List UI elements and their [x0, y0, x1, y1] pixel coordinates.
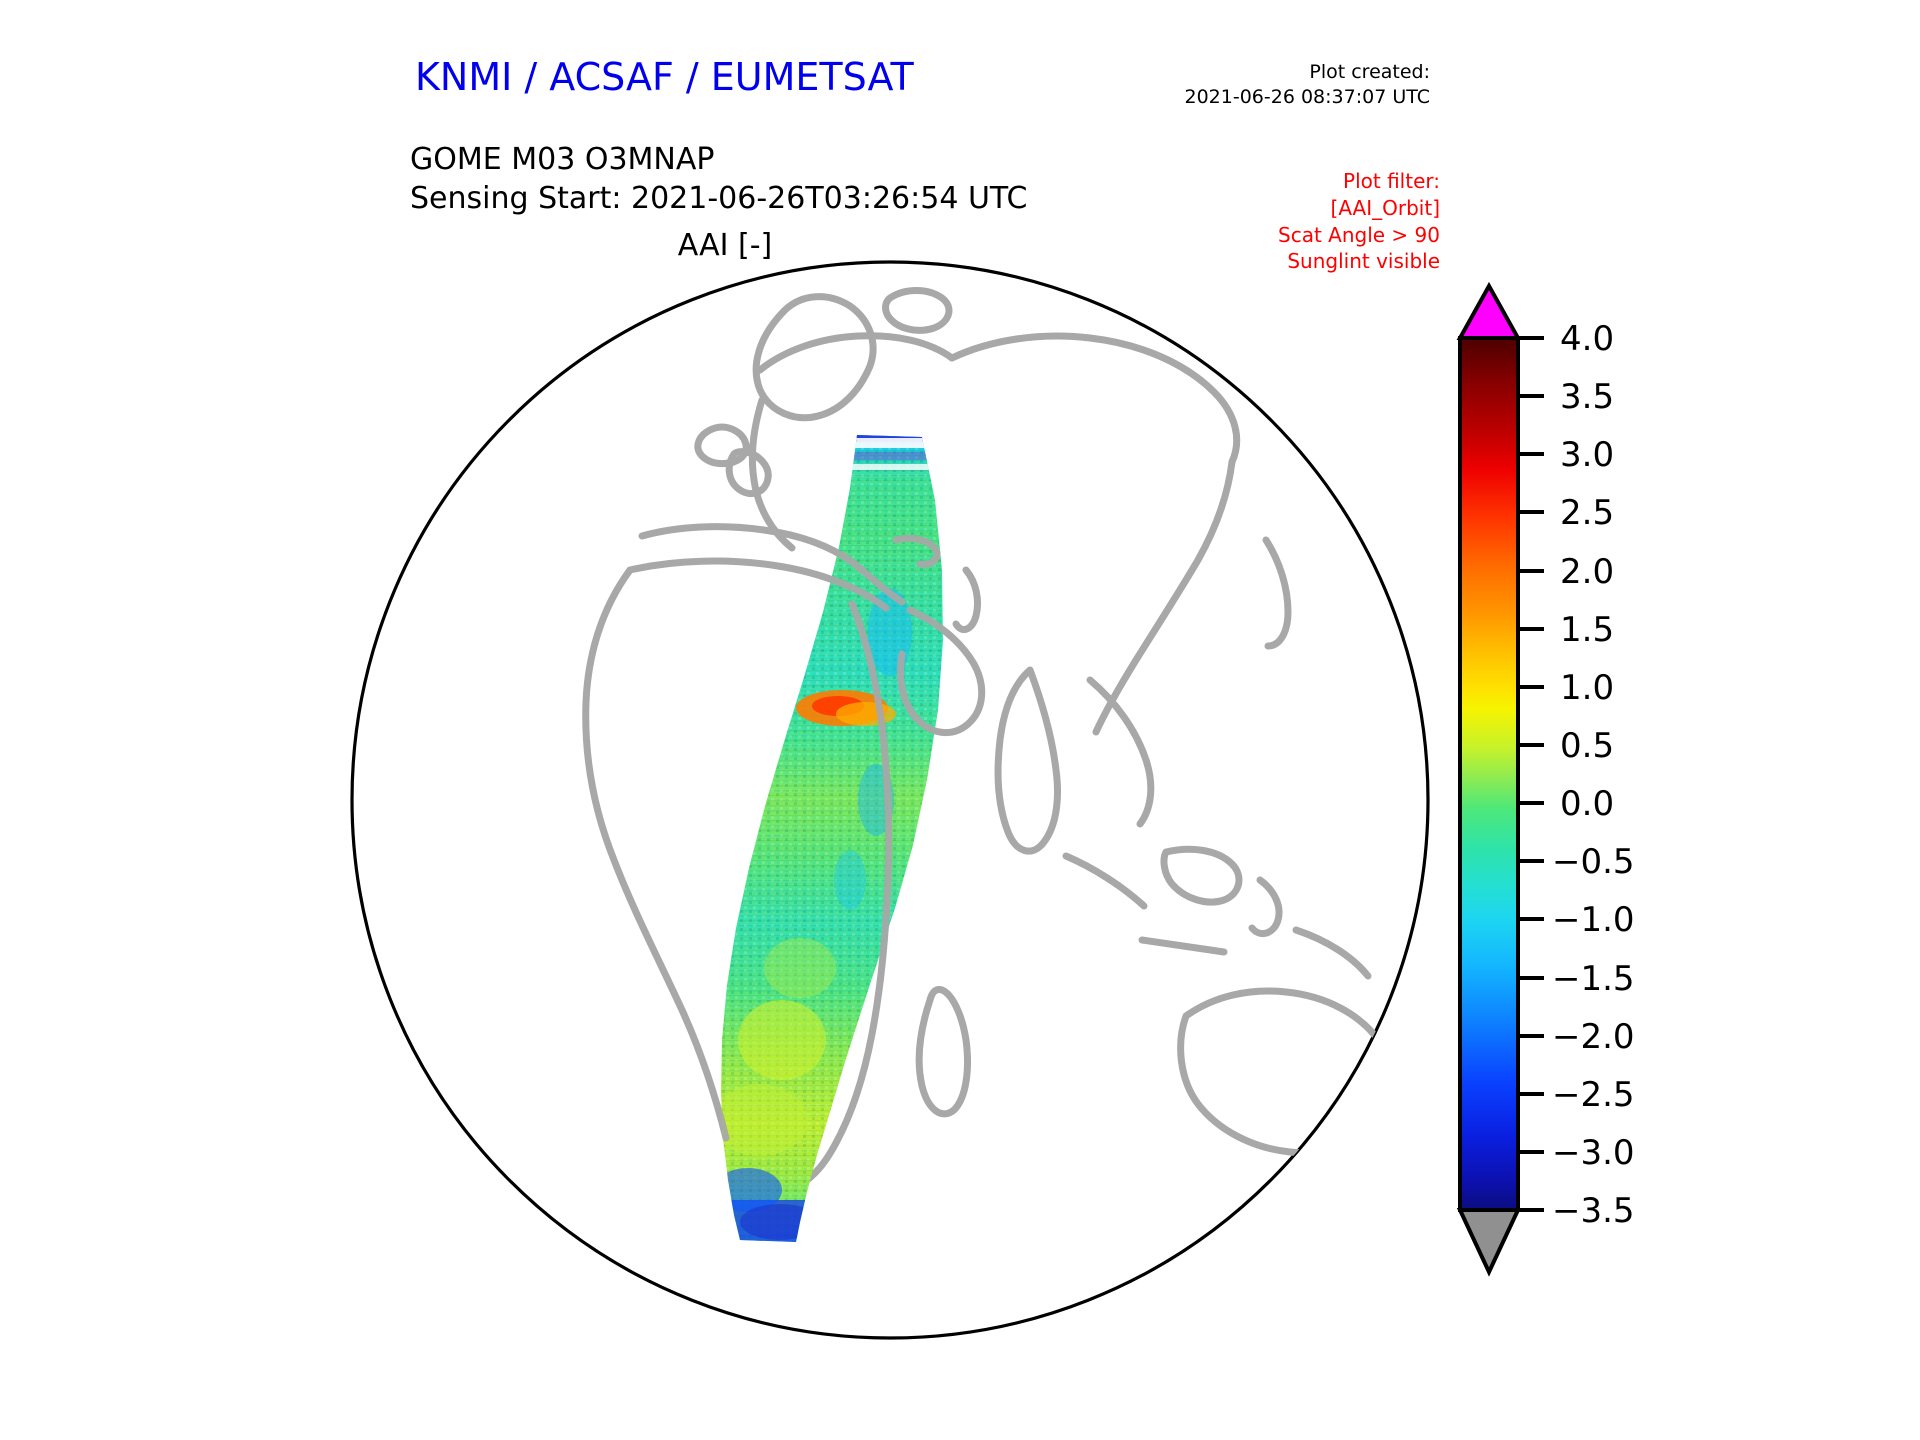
colorbar-tick-label: 0.5: [1560, 726, 1614, 766]
coastlines-layer: [582, 287, 1397, 1197]
plot-created-block: Plot created: 2021-06-26 08:37:07 UTC: [1140, 60, 1431, 110]
coastline-india: [994, 666, 1061, 855]
colorbar-tick-label: 2.0: [1560, 552, 1614, 592]
coastline-scandinavia: [756, 332, 956, 374]
colorbar-over-arrow: [1456, 281, 1522, 340]
sensing-start-line: Sensing Start: 2021-06-26T03:26:54 UTC: [410, 181, 1028, 216]
colorbar-tick-label: −3.0: [1552, 1133, 1635, 1173]
coastline-arctic-islands: [882, 287, 953, 334]
coastline-caspian-sea: [952, 566, 982, 633]
colorbar-tick-label: 1.0: [1560, 668, 1614, 708]
colorbar-tick-label: 0.0: [1560, 784, 1614, 824]
coastline-japan: [1262, 536, 1292, 650]
page-title: AAI [-]: [677, 228, 773, 263]
coastline-greenland: [752, 293, 877, 422]
colorbar-tick-label: 2.5: [1560, 493, 1614, 533]
coastline-iceland: [694, 423, 750, 468]
colorbar-tick-label: −0.5: [1552, 842, 1635, 882]
coastline-java: [1138, 936, 1228, 956]
colorbar-tick-label: −1.5: [1552, 959, 1635, 999]
coastline-east-asia: [1092, 458, 1236, 736]
colorbar-tick-label: −1.0: [1552, 900, 1635, 940]
product-info-block: GOME M03 O3MNAP Sensing Start: 2021-06-2…: [410, 140, 1027, 218]
plot-filter-dataset: [AAI_Orbit]: [1330, 195, 1440, 220]
plot-filter-sunglint: Sunglint visible: [1287, 249, 1440, 274]
colorbar-svg: 4.0 3.5 3.0 2.5 2.0 1.5 1.0 0.5 0.0 −0.5…: [1456, 281, 1635, 1277]
coastline-british-isles: [725, 448, 772, 497]
plot-created-timestamp: 2021-06-26 08:37:07 UTC: [1184, 86, 1431, 109]
instrument-product-line: GOME M03 O3MNAP: [410, 142, 715, 177]
coastline-tasmania: [1327, 1164, 1362, 1197]
plot-filter-block: Plot filter: [AAI_Orbit] Scat Angle > 90…: [1180, 168, 1440, 275]
coastline-new-guinea: [1292, 926, 1372, 980]
colorbar-tick-label: −3.5: [1552, 1191, 1635, 1231]
colorbar-tick-labels: 4.0 3.5 3.0 2.5 2.0 1.5 1.0 0.5 0.0 −0.5…: [1552, 319, 1635, 1231]
colorbar-tick-label: −2.0: [1552, 1017, 1635, 1057]
colorbar-tick-label: 3.0: [1560, 435, 1614, 475]
map-plot-area: [330, 240, 1450, 1360]
organisation-title: KNMI / ACSAF / EUMETSAT: [415, 55, 914, 99]
coastline-borneo: [1160, 845, 1243, 906]
globe-map: [350, 260, 1430, 1340]
coastline-sulawesi: [1248, 876, 1283, 938]
plot-filter-scat-angle: Scat Angle > 90: [1278, 222, 1440, 247]
colorbar-tick-label: 4.0: [1560, 319, 1614, 359]
colorbar: 4.0 3.5 3.0 2.5 2.0 1.5 1.0 0.5 0.0 −0.5…: [1440, 280, 1770, 1310]
plot-created-label: Plot created:: [1309, 61, 1430, 83]
coastline-madagascar: [915, 986, 971, 1118]
coastline-siberia-north: [948, 332, 1241, 466]
plot-filter-label: Plot filter:: [1343, 169, 1440, 193]
colorbar-tick-label: 1.5: [1560, 610, 1614, 650]
colorbar-gradient: [1458, 336, 1520, 1212]
colorbar-tick-label: −2.5: [1552, 1075, 1635, 1115]
coastline-sumatra: [1062, 852, 1148, 910]
colorbar-ticks: [1518, 336, 1544, 1212]
colorbar-under-arrow: [1456, 1208, 1522, 1277]
colorbar-tick-label: 3.5: [1560, 377, 1614, 417]
